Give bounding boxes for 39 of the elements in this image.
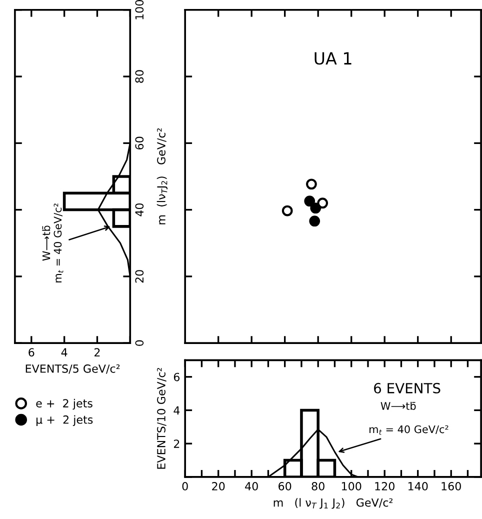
annotation: m$_{t}$ = 40 GeV/c²	[54, 204, 64, 282]
y-tick-label: 80	[135, 70, 144, 83]
y-tick-label: 20	[135, 270, 144, 283]
y-tick-label: 4	[174, 406, 180, 414]
x-tick-label: 80	[312, 482, 324, 490]
annotation: m$_{t}$ = 40 GeV/c²	[370, 425, 448, 435]
annotation: W⟶tb̄	[42, 226, 50, 261]
x-axis-title: EVENTS/5 GeV/c²	[26, 364, 120, 374]
x-tick-label: 0	[182, 482, 188, 490]
y-tick-label: 2	[174, 440, 180, 448]
point	[317, 198, 328, 209]
point	[310, 202, 322, 214]
y-tick-label: 60	[135, 136, 144, 150]
y-tick-label: 6	[174, 372, 180, 382]
legend-label: μ + 2 jets	[36, 415, 93, 426]
x-tick-label: 6	[28, 348, 34, 357]
x-axis-title: m (l ν$_{T}$ J$_{1}$ J$_{2}$) GeV/c²	[274, 498, 392, 509]
text: 6 EVENTS	[374, 382, 440, 394]
x-tick-label: 40	[245, 482, 258, 490]
x-tick-label: 140	[408, 482, 428, 490]
y-axis-title: EVENTS/10 GeV/c²	[157, 368, 166, 469]
x-tick-label: 100	[342, 482, 362, 490]
point	[309, 216, 320, 227]
point	[282, 205, 293, 216]
text: UA 1	[314, 52, 352, 65]
y-tick-label: 0	[135, 340, 144, 346]
legend-label: e + 2 jets	[36, 398, 92, 410]
point	[306, 178, 317, 190]
x-tick-label: 2	[94, 348, 100, 356]
y-tick-label: 100	[135, 0, 144, 20]
x-tick-label: 4	[61, 348, 68, 356]
x-tick-label: 120	[375, 482, 394, 490]
annotation: W⟶tb̄	[380, 402, 416, 410]
x-tick-label: 60	[278, 482, 292, 490]
x-tick-label: 20	[212, 482, 225, 490]
y-axis-title: m (lν$_{T}$J$_{2}$) GeV/c²	[156, 128, 168, 224]
point	[304, 196, 316, 207]
x-tick-label: 160	[442, 482, 461, 490]
y-tick-label: 40	[135, 203, 144, 216]
